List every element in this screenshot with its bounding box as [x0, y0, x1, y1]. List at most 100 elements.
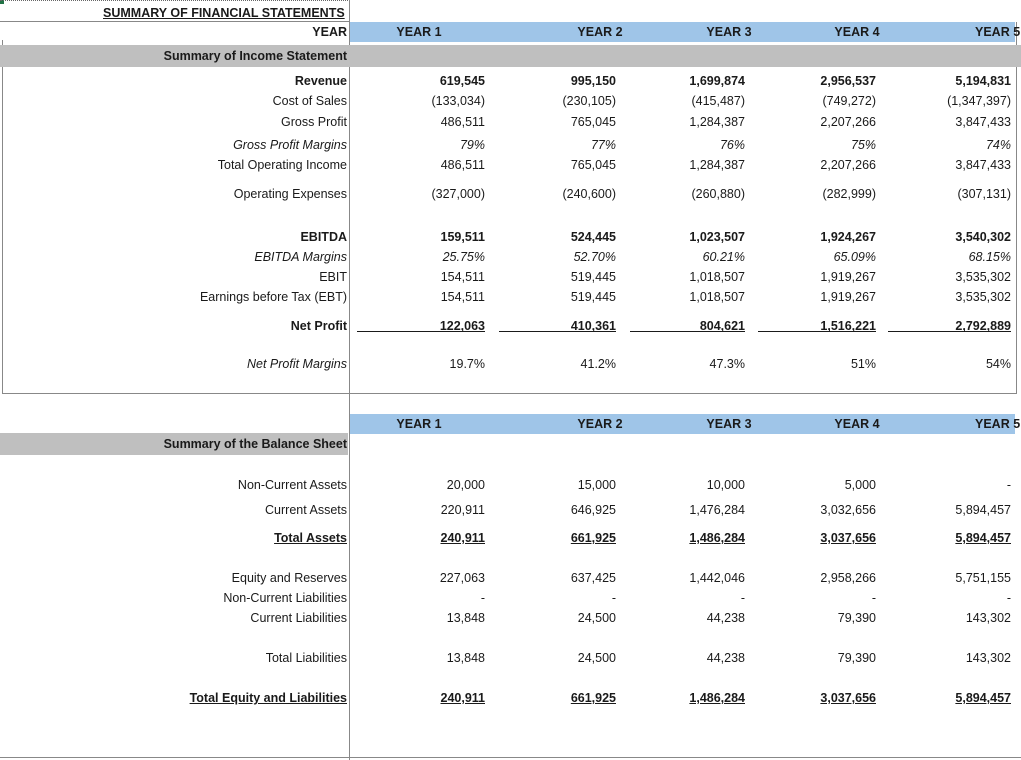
- value-cell[interactable]: 227,063: [439, 571, 485, 585]
- row-label[interactable]: Non-Current Assets: [237, 478, 347, 492]
- value-cell[interactable]: (327,000): [431, 187, 485, 201]
- year-label[interactable]: YEAR: [312, 25, 347, 39]
- value-cell[interactable]: 76%: [719, 138, 745, 152]
- row-label[interactable]: Non-Current Liabilities: [223, 591, 347, 605]
- row-label[interactable]: EBITDA Margins: [254, 250, 347, 264]
- row-label[interactable]: Total Operating Income: [217, 158, 347, 172]
- row-label[interactable]: Net Profit Margins: [246, 357, 347, 371]
- value-cell[interactable]: 2,207,266: [820, 158, 876, 172]
- value-cell[interactable]: 77%: [590, 138, 616, 152]
- value-cell[interactable]: 410,361: [570, 319, 616, 333]
- value-cell[interactable]: 44,238: [706, 611, 745, 625]
- value-cell[interactable]: 1,919,267: [820, 270, 876, 284]
- value-cell[interactable]: 54%: [985, 357, 1011, 371]
- value-cell[interactable]: (240,600): [562, 187, 616, 201]
- value-cell[interactable]: (415,487): [691, 94, 745, 108]
- value-cell[interactable]: 3,037,656: [820, 691, 876, 705]
- row-label[interactable]: EBITDA: [300, 230, 347, 244]
- year-5-header[interactable]: YEAR 5: [975, 417, 1021, 431]
- year-1-header[interactable]: YEAR 1: [396, 417, 442, 431]
- value-cell[interactable]: 765,045: [570, 158, 616, 172]
- value-cell[interactable]: -: [480, 591, 485, 605]
- value-cell[interactable]: 3,540,302: [955, 230, 1011, 244]
- year-2-header[interactable]: YEAR 2: [577, 25, 623, 39]
- value-cell[interactable]: (230,105): [562, 94, 616, 108]
- row-label[interactable]: Current Assets: [265, 503, 347, 517]
- value-cell[interactable]: -: [1006, 478, 1011, 492]
- value-cell[interactable]: -: [740, 591, 745, 605]
- value-cell[interactable]: 1,284,387: [689, 115, 745, 129]
- value-cell[interactable]: 5,894,457: [955, 691, 1011, 705]
- year-1-header[interactable]: YEAR 1: [396, 25, 442, 39]
- value-cell[interactable]: 74%: [985, 138, 1011, 152]
- value-cell[interactable]: 5,894,457: [955, 503, 1011, 517]
- sheet-title[interactable]: SUMMARY OF FINANCIAL STATEMENTS: [103, 6, 345, 20]
- balance-section-title[interactable]: Summary of the Balance Sheet: [163, 437, 347, 451]
- value-cell[interactable]: 60.21%: [702, 250, 745, 264]
- value-cell[interactable]: 2,958,266: [820, 571, 876, 585]
- value-cell[interactable]: 41.2%: [580, 357, 616, 371]
- value-cell[interactable]: 19.7%: [449, 357, 485, 371]
- row-label[interactable]: Gross Profit Margins: [233, 138, 347, 152]
- value-cell[interactable]: 2,792,889: [955, 319, 1011, 333]
- year-4-header[interactable]: YEAR 4: [834, 417, 880, 431]
- value-cell[interactable]: 1,924,267: [820, 230, 876, 244]
- value-cell[interactable]: 52.70%: [573, 250, 616, 264]
- value-cell[interactable]: 1,919,267: [820, 290, 876, 304]
- value-cell[interactable]: 1,018,507: [689, 290, 745, 304]
- value-cell[interactable]: 1,018,507: [689, 270, 745, 284]
- row-label[interactable]: Operating Expenses: [233, 187, 347, 201]
- value-cell[interactable]: 2,207,266: [820, 115, 876, 129]
- value-cell[interactable]: 13,848: [446, 651, 485, 665]
- value-cell[interactable]: 51%: [850, 357, 876, 371]
- row-label[interactable]: Cost of Sales: [272, 94, 347, 108]
- row-label[interactable]: Current Liabilities: [250, 611, 347, 625]
- value-cell[interactable]: 661,925: [570, 531, 616, 545]
- value-cell[interactable]: 122,063: [439, 319, 485, 333]
- value-cell[interactable]: 3,037,656: [820, 531, 876, 545]
- value-cell[interactable]: 646,925: [570, 503, 616, 517]
- value-cell[interactable]: 143,302: [965, 611, 1011, 625]
- value-cell[interactable]: 240,911: [440, 691, 486, 705]
- value-cell[interactable]: 995,150: [570, 74, 616, 88]
- value-cell[interactable]: 519,445: [570, 270, 616, 284]
- value-cell[interactable]: 79,390: [837, 611, 876, 625]
- value-cell[interactable]: 3,535,302: [955, 290, 1011, 304]
- value-cell[interactable]: 619,545: [439, 74, 485, 88]
- row-label[interactable]: Total Equity and Liabilities: [0, 688, 347, 708]
- value-cell[interactable]: (307,131): [957, 187, 1011, 201]
- row-label[interactable]: Total Assets: [0, 528, 347, 548]
- value-cell[interactable]: (749,272): [822, 94, 876, 108]
- row-label[interactable]: Equity and Reserves: [231, 571, 347, 585]
- value-cell[interactable]: 1,486,284: [689, 531, 745, 545]
- row-label[interactable]: EBIT: [319, 270, 347, 284]
- row-label[interactable]: Revenue: [294, 74, 347, 88]
- value-cell[interactable]: (1,347,397): [947, 94, 1011, 108]
- value-cell[interactable]: 79%: [459, 138, 485, 152]
- value-cell[interactable]: 65.09%: [833, 250, 876, 264]
- value-cell[interactable]: -: [1006, 591, 1011, 605]
- row-label[interactable]: Earnings before Tax (EBT): [199, 290, 347, 304]
- value-cell[interactable]: 1,516,221: [820, 319, 876, 333]
- value-cell[interactable]: 765,045: [570, 115, 616, 129]
- value-cell[interactable]: 13,848: [446, 611, 485, 625]
- value-cell[interactable]: 5,000: [844, 478, 876, 492]
- year-4-header[interactable]: YEAR 4: [834, 25, 880, 39]
- row-label[interactable]: Total Liabilities: [265, 651, 347, 665]
- value-cell[interactable]: 2,956,537: [820, 74, 876, 88]
- value-cell[interactable]: 15,000: [577, 478, 616, 492]
- value-cell[interactable]: (260,880): [691, 187, 745, 201]
- value-cell[interactable]: 75%: [850, 138, 876, 152]
- value-cell[interactable]: 24,500: [577, 611, 616, 625]
- value-cell[interactable]: 10,000: [706, 478, 745, 492]
- value-cell[interactable]: -: [611, 591, 616, 605]
- income-section-title[interactable]: Summary of Income Statement: [163, 49, 347, 63]
- value-cell[interactable]: 524,445: [570, 230, 616, 244]
- value-cell[interactable]: 44,238: [706, 651, 745, 665]
- value-cell[interactable]: 20,000: [446, 478, 485, 492]
- row-label[interactable]: Net Profit: [290, 319, 347, 333]
- value-cell[interactable]: -: [871, 591, 876, 605]
- value-cell[interactable]: 519,445: [570, 290, 616, 304]
- value-cell[interactable]: 486,511: [440, 158, 485, 172]
- value-cell[interactable]: 3,535,302: [955, 270, 1011, 284]
